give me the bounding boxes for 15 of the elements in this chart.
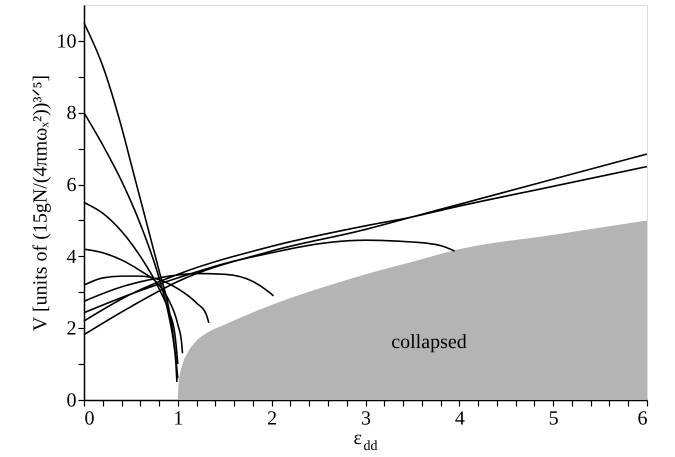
x-tick-label: 4 [454,408,465,430]
y-tick-label: 10 [56,30,76,52]
x-tick-label: 1 [173,408,184,430]
x-tick-label: 0 [84,408,94,430]
x-tick-label: 5 [548,408,559,430]
y-tick-label: 6 [66,174,76,196]
y-tick-label: 0 [66,390,76,412]
y-tick-label: 2 [66,318,76,340]
annotation: collapsed [391,331,467,353]
x-tick-label: 2 [267,408,278,430]
y-tick-label: 8 [66,102,76,124]
x-tick-label: 6 [638,408,648,430]
y-axis-title: V [units of (15gN/(4πmωₓ²))³ᐟ⁵] [30,74,52,332]
x-tick-label: 3 [361,408,371,430]
y-tick-label: 4 [66,246,76,268]
